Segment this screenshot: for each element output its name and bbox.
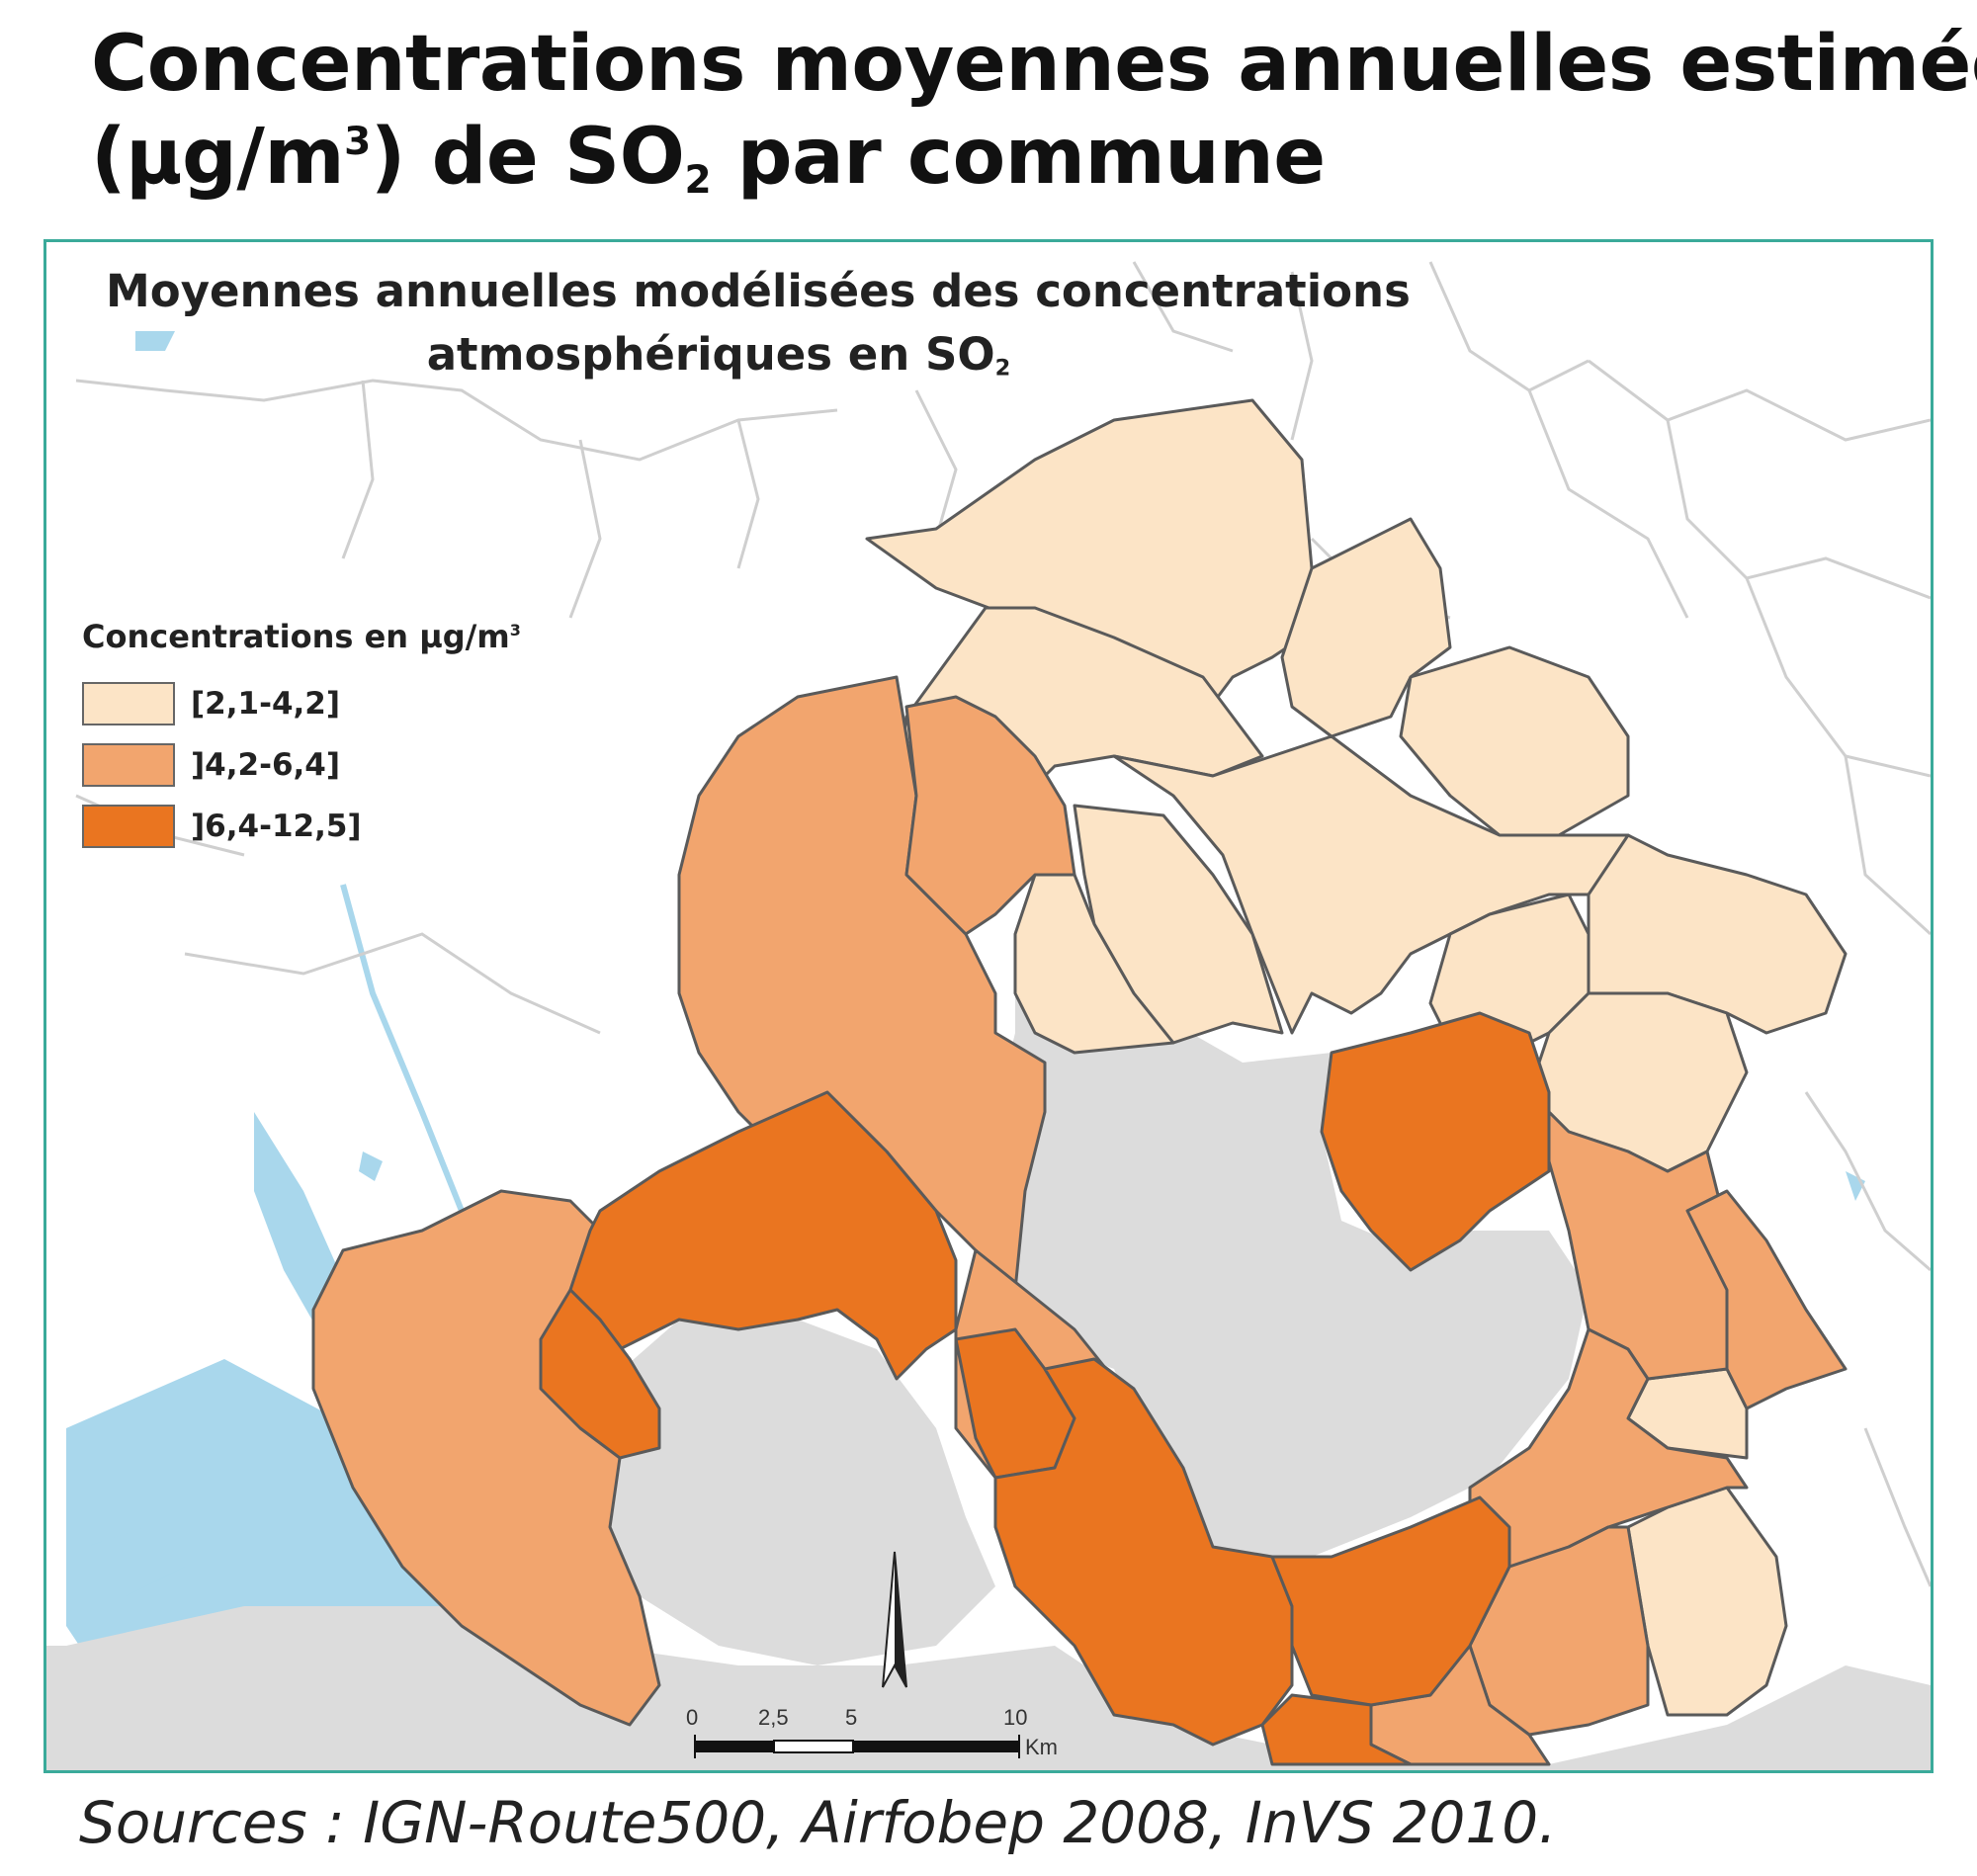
legend-label: [2,1-4,2]: [191, 686, 341, 722]
commune-medium: [904, 695, 1076, 936]
commune-dark: [993, 1357, 1294, 1747]
choropleth-map: [46, 261, 1931, 1770]
legend-item: ]4,2-6,4]: [82, 734, 521, 796]
page-title: Concentrations moyennes annuelles estimé…: [91, 18, 1977, 204]
commune-dark: [1270, 1495, 1511, 1707]
commune-light: [1399, 645, 1630, 837]
scale-tick-0: 0: [686, 1705, 699, 1730]
map-title-line-1: Moyennes annuelles modélisées des concen…: [106, 265, 1411, 317]
legend-swatch-medium: [82, 743, 175, 787]
legend-label: ]6,4-12,5]: [191, 809, 362, 844]
scale-unit: Km: [1025, 1735, 1058, 1759]
legend-title: Concentrations en µg/m3: [82, 618, 521, 655]
commune-dark: [1260, 1693, 1413, 1766]
legend-label: ]4,2-6,4]: [191, 747, 341, 783]
scale-tick-10: 10: [1003, 1705, 1028, 1730]
title-line-1: Concentrations moyennes annuelles estimé…: [91, 20, 1977, 109]
legend-item: [2,1-4,2]: [82, 673, 521, 734]
commune-light: [1626, 1486, 1788, 1717]
commune-dark: [539, 1288, 661, 1460]
scale-bar: [694, 1735, 1020, 1758]
commune-dark: [1320, 1011, 1551, 1272]
legend-swatch-dark: [82, 805, 175, 848]
legend-swatch-light: [82, 682, 175, 725]
map-panel: 0 2,5 5 10 Km Moyennes annuelles modélis…: [43, 239, 1934, 1773]
communes: [311, 398, 1848, 1766]
map-legend: Concentrations en µg/m3 [2,1-4,2] ]4,2-6…: [82, 618, 521, 857]
commune-light: [1073, 804, 1284, 1045]
commune-light: [1112, 734, 1650, 1035]
title-line-2: (µg/m3) de SO2 par commune: [91, 113, 1326, 203]
scale-tick-2-5: 2,5: [758, 1705, 789, 1730]
commune-light: [1280, 517, 1452, 738]
legend-item: ]6,4-12,5]: [82, 796, 521, 857]
north-arrow-icon: [882, 1551, 907, 1688]
commune-light: [1013, 873, 1175, 1055]
map-title: Moyennes annuelles modélisées des concen…: [106, 260, 1411, 386]
source-note: Sources : IGN-Route500, Airfobep 2008, I…: [79, 1789, 1557, 1856]
map-title-line-2: atmosphériques en SO2: [426, 328, 1011, 382]
scale-tick-5: 5: [845, 1705, 858, 1730]
commune-medium: [1685, 1189, 1848, 1410]
